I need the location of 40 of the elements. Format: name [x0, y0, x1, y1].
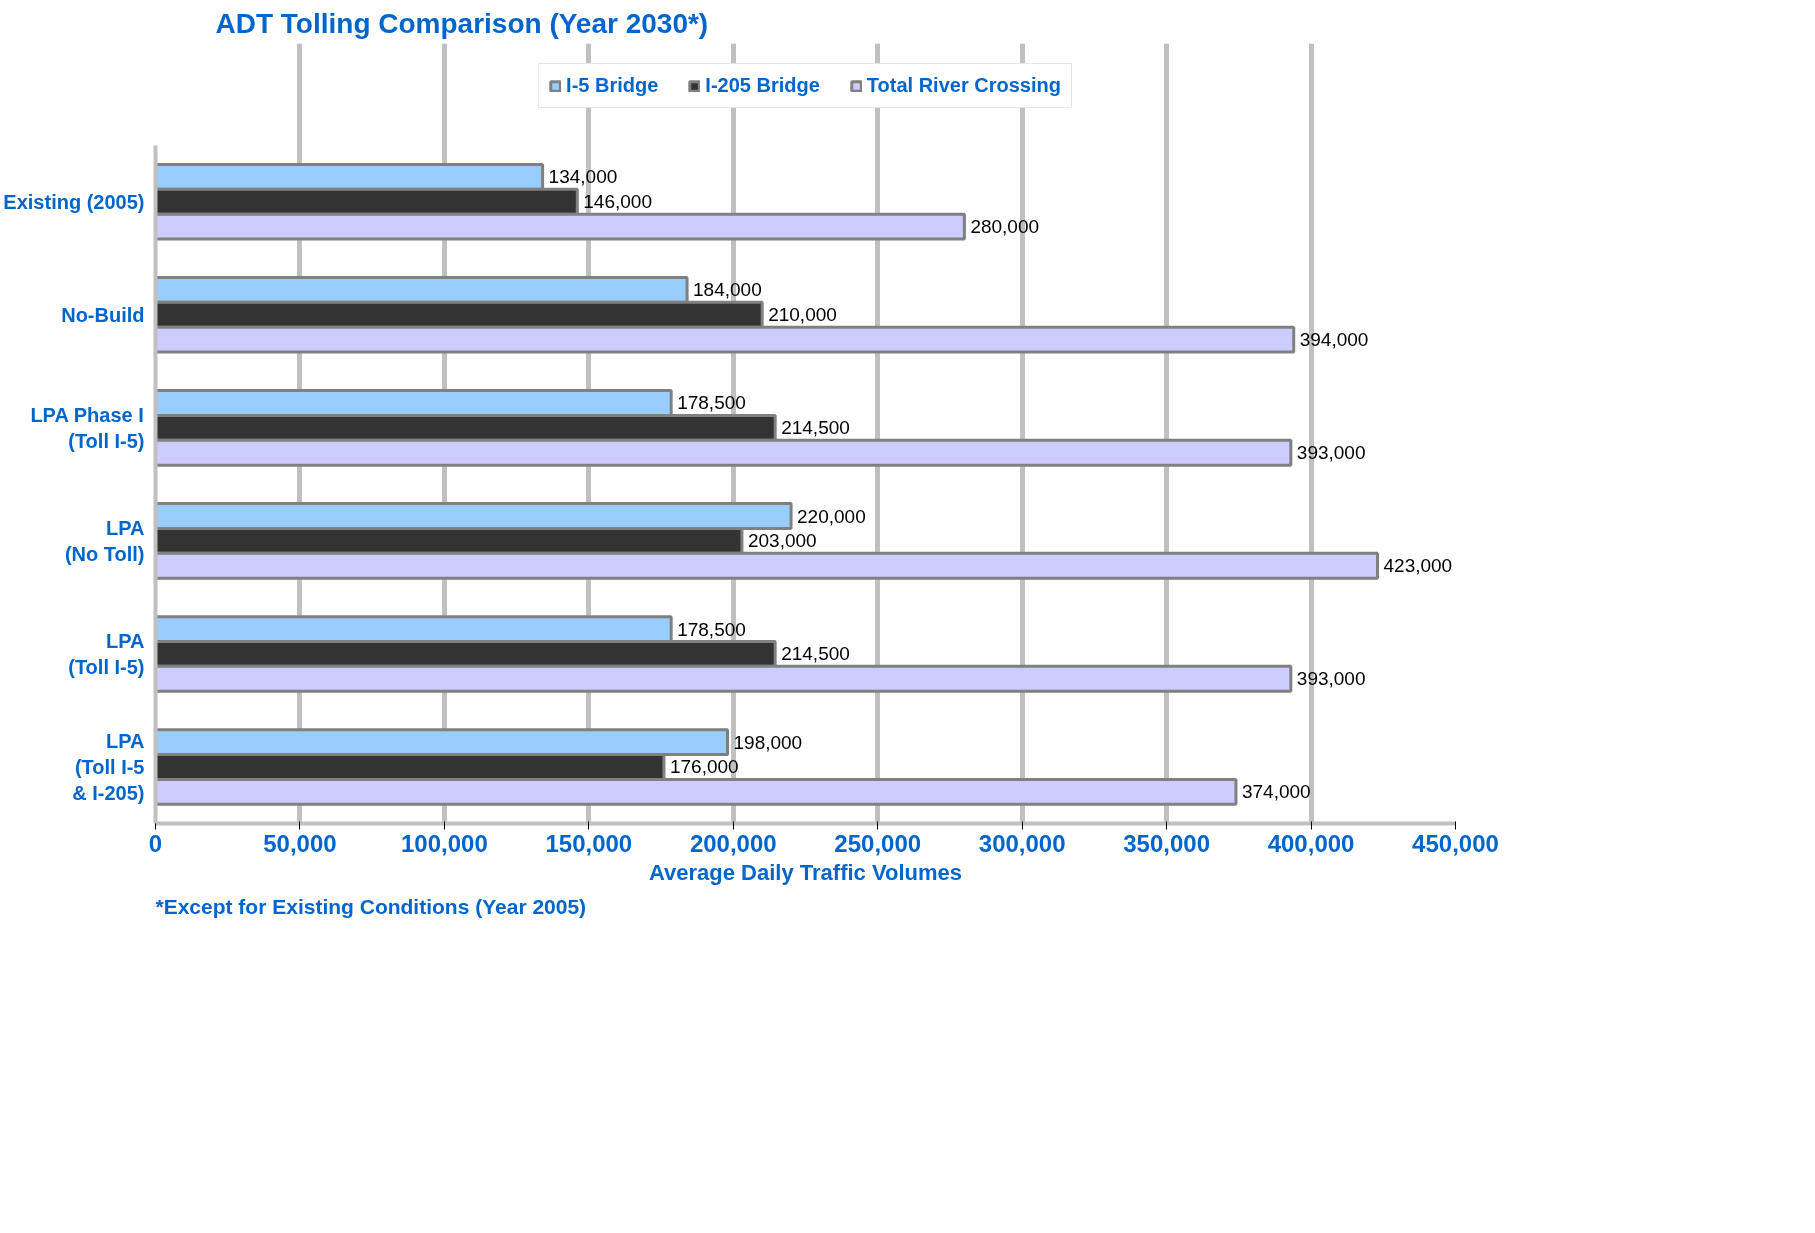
legend-label: I-5 Bridge — [566, 74, 659, 97]
chart-title: ADT Tolling Comparison (Year 2030*) — [215, 7, 709, 39]
data-label: 280,000 — [970, 216, 1040, 238]
text: *Except for Existing Conditions (Year 2005) — [155, 894, 587, 918]
x-tick-label: 50,000 — [263, 829, 337, 857]
data-label: 178,500 — [677, 618, 746, 640]
x-tick-label: 400,000 — [1267, 829, 1355, 857]
data-label: 134,000 — [548, 166, 618, 188]
data-label: 198,000 — [733, 731, 803, 753]
data-label: 220,000 — [797, 505, 866, 527]
data-label: 176,000 — [669, 756, 739, 778]
x-tick-label: 150,000 — [545, 829, 633, 857]
x-tick-label: 350,000 — [1123, 829, 1210, 857]
y-tick-label: LPA (Toll I-5 & I-205) — [72, 729, 145, 805]
x-tick-label: 450,000 — [1412, 829, 1499, 857]
legend-label: I-205 Bridge — [705, 74, 820, 97]
data-label: 214,500 — [781, 417, 850, 439]
legend-label: Total River Crossing — [866, 74, 1061, 97]
data-label: 393,000 — [1296, 442, 1366, 464]
data-label: 146,000 — [583, 191, 652, 213]
x-tick-label: 250,000 — [834, 829, 922, 857]
data-label: 393,000 — [1296, 668, 1366, 690]
y-tick-label: LPA (No Toll) — [64, 516, 145, 566]
y-tick-label: LPA Phase I (Toll I-5) — [30, 403, 145, 453]
data-label: 214,500 — [781, 643, 850, 665]
data-label: 210,000 — [768, 304, 837, 326]
y-tick-label: Existing (2005) — [3, 190, 145, 213]
data-label: 374,000 — [1241, 781, 1311, 803]
x-tick-label: 300,000 — [978, 829, 1066, 857]
x-axis-title: Average Daily Traffic Volumes — [648, 859, 963, 885]
data-label: 394,000 — [1299, 329, 1369, 351]
y-tick-label: LPA (Toll I-5) — [68, 629, 145, 679]
x-tick-label: 200,000 — [689, 829, 777, 857]
data-label: 178,500 — [677, 392, 746, 414]
data-label: 423,000 — [1383, 555, 1453, 577]
x-tick-label: 0 — [148, 829, 163, 857]
data-label: 184,000 — [693, 279, 762, 301]
y-tick-label: No-Build — [61, 303, 145, 326]
data-label: 203,000 — [747, 530, 817, 552]
x-tick-label: 100,000 — [401, 829, 488, 857]
